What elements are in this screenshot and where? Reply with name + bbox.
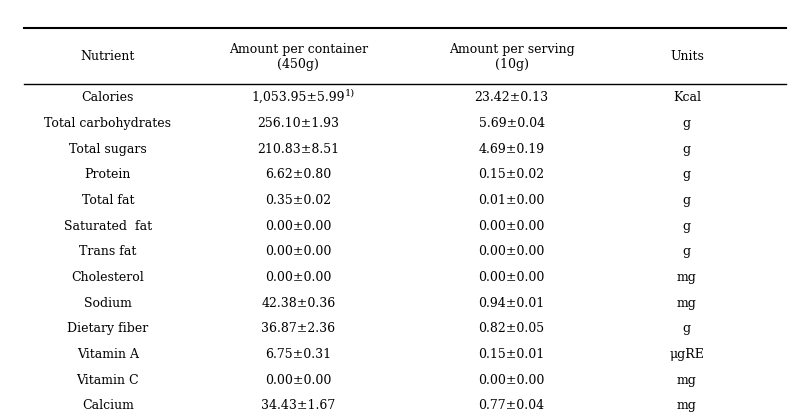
Text: 0.00±0.00: 0.00±0.00 (265, 270, 331, 283)
Text: 0.00±0.00: 0.00±0.00 (265, 373, 331, 386)
Text: 0.00±0.00: 0.00±0.00 (479, 270, 545, 283)
Text: 5.69±0.04: 5.69±0.04 (479, 116, 545, 130)
Text: g: g (683, 193, 691, 206)
Text: Vitamin A: Vitamin A (77, 347, 139, 360)
Text: g: g (683, 116, 691, 130)
Text: 0.00±0.00: 0.00±0.00 (265, 244, 331, 258)
Text: Vitamin C: Vitamin C (76, 373, 140, 386)
Text: 0.00±0.00: 0.00±0.00 (265, 219, 331, 232)
Text: Units: Units (670, 50, 704, 63)
Text: Total fat: Total fat (82, 193, 134, 206)
Text: 0.00±0.00: 0.00±0.00 (479, 244, 545, 258)
Text: 0.00±0.00: 0.00±0.00 (479, 373, 545, 386)
Text: Trans fat: Trans fat (79, 244, 136, 258)
Text: 1): 1) (345, 88, 355, 97)
Text: Sodium: Sodium (84, 296, 132, 309)
Text: Total sugars: Total sugars (69, 142, 147, 155)
Text: 0.15±0.01: 0.15±0.01 (479, 347, 545, 360)
Text: g: g (683, 142, 691, 155)
Text: mg: mg (677, 296, 697, 309)
Text: 23.42±0.13: 23.42±0.13 (475, 91, 549, 104)
Text: 6.75±0.31: 6.75±0.31 (265, 347, 331, 360)
Text: Calcium: Calcium (82, 398, 134, 411)
Text: Amount per serving
(10g): Amount per serving (10g) (449, 43, 574, 71)
Text: 0.00±0.00: 0.00±0.00 (479, 219, 545, 232)
Text: g: g (683, 219, 691, 232)
Text: mg: mg (677, 398, 697, 411)
Text: 4.69±0.19: 4.69±0.19 (479, 142, 545, 155)
Text: 0.77±0.04: 0.77±0.04 (479, 398, 545, 411)
Text: mg: mg (677, 373, 697, 386)
Text: Kcal: Kcal (673, 91, 701, 104)
Text: 0.01±0.00: 0.01±0.00 (479, 193, 545, 206)
Text: 0.82±0.05: 0.82±0.05 (479, 321, 545, 335)
Text: 210.83±8.51: 210.83±8.51 (257, 142, 339, 155)
Text: g: g (683, 321, 691, 335)
Text: Protein: Protein (85, 168, 131, 181)
Text: Dietary fiber: Dietary fiber (67, 321, 148, 335)
Text: Calories: Calories (82, 91, 134, 104)
Text: g: g (683, 168, 691, 181)
Text: Total carbohydrates: Total carbohydrates (44, 116, 172, 130)
Text: 6.62±0.80: 6.62±0.80 (265, 168, 331, 181)
Text: Saturated  fat: Saturated fat (64, 219, 152, 232)
Text: mg: mg (677, 270, 697, 283)
Text: Amount per container
(450g): Amount per container (450g) (229, 43, 368, 71)
Text: μgRE: μgRE (670, 347, 704, 360)
Text: 42.38±0.36: 42.38±0.36 (261, 296, 335, 309)
Text: Cholesterol: Cholesterol (71, 270, 144, 283)
Text: 256.10±1.93: 256.10±1.93 (257, 116, 339, 130)
Text: 0.94±0.01: 0.94±0.01 (479, 296, 545, 309)
Text: 36.87±2.36: 36.87±2.36 (261, 321, 335, 335)
Text: 34.43±1.67: 34.43±1.67 (261, 398, 335, 411)
Text: 0.15±0.02: 0.15±0.02 (479, 168, 545, 181)
Text: g: g (683, 244, 691, 258)
Text: 0.35±0.02: 0.35±0.02 (265, 193, 331, 206)
Text: Nutrient: Nutrient (81, 50, 135, 63)
Text: 1,053.95±5.99: 1,053.95±5.99 (252, 91, 345, 104)
